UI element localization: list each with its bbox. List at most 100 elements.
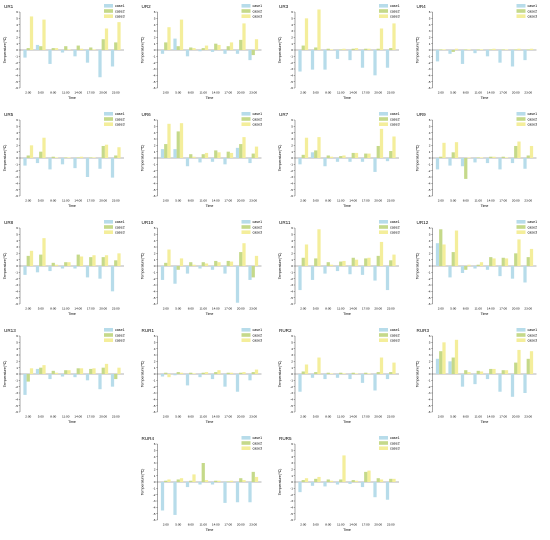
y-tick-label: 6	[16, 334, 18, 338]
bar-case3-14:00	[217, 480, 221, 482]
legend-label-case2: case2	[253, 441, 263, 445]
y-axis-label: Temperature(℃)	[278, 469, 282, 496]
x-tick-label: 20:00	[99, 307, 107, 311]
bar-case3-5:00	[317, 357, 321, 374]
y-tick-label: -6	[290, 302, 293, 306]
y-tick-label: -4	[15, 181, 18, 185]
chart-title: RUR3	[417, 328, 430, 333]
x-tick-label: 17:00	[499, 307, 507, 311]
bar-case2-8:00	[326, 262, 330, 266]
legend-swatch-case1	[104, 328, 113, 332]
y-tick-label: -6	[15, 194, 18, 198]
y-tick-label: -3	[153, 499, 156, 503]
bar-case3-11:00	[67, 262, 71, 266]
x-tick-label: 23:00	[112, 199, 120, 203]
y-tick-label: -6	[428, 302, 431, 306]
legend-swatch-case3	[104, 14, 113, 18]
y-tick-label: 2	[16, 143, 18, 147]
x-axis-label: Time	[206, 96, 214, 100]
y-tick-label: -1	[290, 54, 293, 58]
y-tick-label: 1	[429, 150, 431, 154]
y-tick-label: 0	[154, 48, 156, 52]
y-tick-label: -6	[15, 302, 18, 306]
bar-case3-2:00	[29, 145, 34, 158]
legend-swatch-case1	[379, 436, 388, 440]
y-tick-label: 2	[154, 143, 156, 147]
y-tick-label: 4	[291, 347, 293, 351]
y-tick-label: 6	[16, 10, 18, 14]
bar-case1-17:00	[85, 266, 90, 278]
x-tick-label: 23:00	[387, 307, 395, 311]
legend-swatch-case3	[241, 14, 251, 18]
bar-case3-8:00	[329, 156, 334, 158]
y-tick-label: -2	[15, 385, 18, 389]
bar-case2-23:00	[251, 471, 255, 482]
y-tick-label: 5	[291, 16, 293, 20]
bar-case3-20:00	[104, 28, 109, 50]
bar-case3-17:00	[229, 42, 234, 50]
bar-case3-2:00	[167, 123, 171, 158]
bar-case2-2:00	[301, 257, 305, 266]
y-tick-label: -3	[15, 391, 18, 395]
bar-case1-5:00	[310, 266, 315, 280]
y-tick-label: -5	[153, 188, 156, 192]
bar-case3-5:00	[42, 238, 46, 266]
bar-case2-14:00	[214, 372, 218, 374]
bar-case2-23:00	[251, 372, 255, 374]
y-tick-label: -3	[290, 499, 293, 503]
bar-case1-14:00	[485, 374, 490, 380]
bar-case1-20:00	[98, 266, 102, 279]
bar-case3-11:00	[342, 155, 346, 158]
bar-case3-17:00	[367, 373, 371, 374]
legend-label-case2: case2	[390, 117, 400, 121]
y-tick-label: -4	[15, 289, 18, 293]
x-tick-label: 5:00	[450, 91, 456, 95]
x-tick-label: 17:00	[224, 415, 232, 419]
bar-case1-8:00	[185, 482, 190, 488]
bar-case1-8:00	[323, 50, 327, 70]
x-tick-label: 11:00	[474, 199, 482, 203]
bar-case2-17:00	[501, 49, 505, 50]
bar-case2-23:00	[251, 50, 255, 56]
chart-panel-UR12: UR12 -6 -5 -4 -3 -2 -1 0 1 2 3 4 5 6 Temperature(℃) 2:0…	[416, 220, 537, 316]
bar-case1-20:00	[98, 50, 102, 78]
bar-case2-14:00	[214, 150, 218, 158]
bar-case2-14:00	[76, 368, 80, 374]
bar-case1-5:00	[310, 50, 315, 70]
y-tick-label: -6	[428, 410, 431, 414]
bar-case2-14:00	[489, 368, 493, 374]
legend-swatch-case1	[516, 220, 526, 224]
bar-case3-5:00	[317, 476, 321, 482]
bar-case1-14:00	[348, 50, 352, 61]
bar-case1-5:00	[310, 482, 315, 486]
y-tick-label: -6	[153, 518, 156, 522]
bar-case2-14:00	[351, 372, 355, 374]
bar-case3-20:00	[104, 363, 109, 374]
bar-case3-5:00	[317, 9, 321, 50]
y-axis-label: Temperature(℃)	[278, 253, 282, 280]
x-tick-label: 11:00	[62, 307, 70, 311]
x-tick-label: 2:00	[438, 199, 444, 203]
x-tick-label: 11:00	[474, 307, 482, 311]
bar-case1-14:00	[210, 50, 215, 52]
bar-case3-2:00	[167, 479, 171, 482]
bar-case3-11:00	[479, 262, 484, 266]
y-tick-label: 6	[154, 442, 156, 446]
bar-case1-11:00	[335, 266, 340, 272]
bar-case1-17:00	[223, 482, 227, 503]
x-tick-label: 8:00	[463, 91, 469, 95]
x-tick-label: 8:00	[188, 91, 194, 95]
legend-swatch-case3	[516, 14, 526, 18]
y-tick-label: -6	[290, 518, 293, 522]
bar-case1-14:00	[73, 374, 77, 378]
bar-case1-23:00	[110, 374, 115, 387]
x-axis-label: Time	[68, 420, 76, 424]
bar-case1-17:00	[360, 266, 365, 275]
bar-case2-2:00	[164, 144, 168, 158]
bar-case3-8:00	[54, 48, 59, 50]
bar-case2-11:00	[201, 372, 205, 374]
legend-label-case1: case1	[115, 328, 125, 332]
